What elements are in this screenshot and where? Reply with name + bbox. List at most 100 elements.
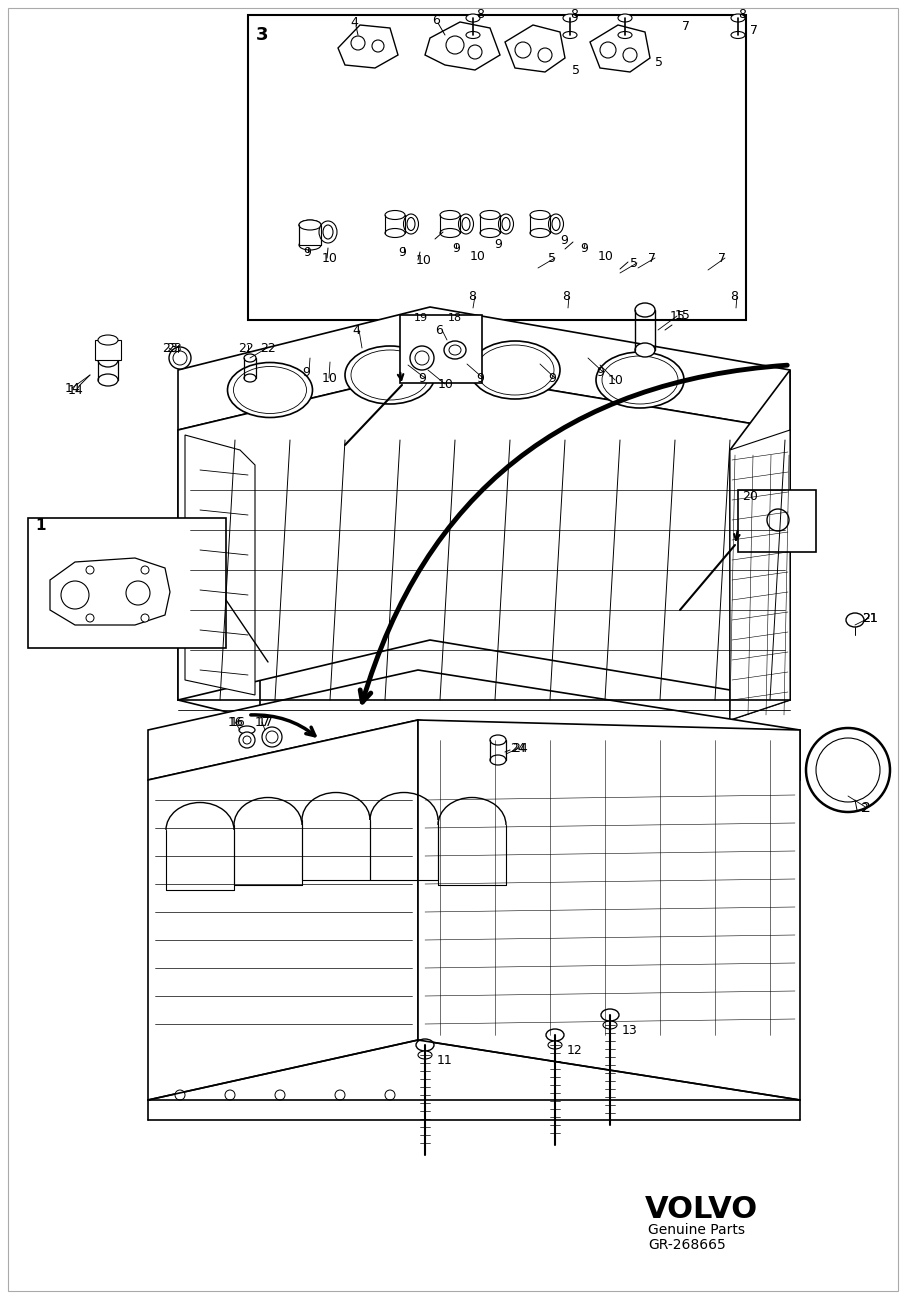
Ellipse shape (470, 342, 560, 399)
Text: 18: 18 (448, 313, 462, 323)
Ellipse shape (319, 221, 337, 243)
Text: 8: 8 (562, 290, 570, 303)
Circle shape (816, 738, 880, 801)
Circle shape (243, 737, 251, 744)
Text: 23: 23 (162, 342, 178, 355)
Polygon shape (148, 670, 800, 779)
Ellipse shape (466, 31, 480, 39)
Text: 6: 6 (432, 13, 440, 26)
Text: 12: 12 (567, 1043, 583, 1056)
Text: 22: 22 (260, 342, 275, 355)
Ellipse shape (99, 349, 117, 360)
Text: 5: 5 (655, 56, 663, 69)
Circle shape (225, 1090, 235, 1100)
Ellipse shape (563, 14, 577, 22)
Ellipse shape (466, 14, 480, 22)
Text: 9: 9 (302, 365, 310, 378)
Ellipse shape (239, 726, 255, 734)
Circle shape (169, 347, 191, 369)
FancyArrowPatch shape (361, 365, 787, 703)
Text: 9: 9 (398, 246, 406, 259)
Text: 9: 9 (418, 372, 426, 385)
Ellipse shape (444, 342, 466, 359)
Ellipse shape (351, 349, 429, 400)
Ellipse shape (98, 353, 118, 368)
Ellipse shape (596, 352, 684, 408)
Circle shape (86, 566, 94, 574)
Text: 8: 8 (730, 290, 738, 303)
Polygon shape (50, 559, 170, 625)
Ellipse shape (449, 346, 461, 355)
Ellipse shape (244, 374, 256, 382)
Bar (248, 16, 746, 320)
Polygon shape (338, 25, 398, 68)
Text: 9: 9 (494, 238, 502, 251)
Polygon shape (590, 25, 650, 71)
Text: 10: 10 (608, 374, 624, 387)
Text: 8: 8 (738, 8, 746, 21)
Circle shape (141, 614, 149, 622)
Circle shape (385, 1090, 395, 1100)
Text: 10: 10 (598, 249, 614, 262)
Ellipse shape (440, 229, 460, 238)
Text: 20: 20 (742, 490, 758, 503)
Ellipse shape (490, 755, 506, 765)
Circle shape (468, 45, 482, 58)
Text: GR-268665: GR-268665 (648, 1238, 726, 1252)
Ellipse shape (323, 225, 333, 239)
Ellipse shape (552, 217, 560, 230)
Circle shape (351, 36, 365, 49)
Ellipse shape (345, 346, 435, 404)
Circle shape (415, 351, 429, 365)
Ellipse shape (618, 14, 632, 22)
Bar (299, 225, 321, 246)
Circle shape (600, 42, 616, 58)
Text: 10: 10 (438, 378, 454, 391)
Text: 9: 9 (452, 242, 460, 255)
Ellipse shape (731, 14, 745, 22)
Polygon shape (148, 720, 418, 1100)
Text: 9: 9 (548, 372, 556, 385)
Polygon shape (418, 720, 800, 1100)
Circle shape (239, 733, 255, 748)
Ellipse shape (767, 509, 789, 531)
Circle shape (623, 48, 637, 62)
Ellipse shape (416, 1039, 434, 1051)
Text: 8: 8 (476, 8, 484, 21)
Bar (28, 518, 226, 648)
Circle shape (446, 36, 464, 55)
Text: 7: 7 (750, 23, 758, 36)
Text: 9: 9 (580, 242, 588, 255)
Ellipse shape (603, 1021, 617, 1029)
Circle shape (275, 1090, 285, 1100)
Ellipse shape (490, 735, 506, 746)
Text: 5: 5 (630, 256, 638, 269)
Ellipse shape (602, 356, 678, 404)
Ellipse shape (480, 229, 500, 238)
Text: 8: 8 (570, 8, 578, 21)
Text: 9: 9 (560, 234, 568, 247)
Text: 1: 1 (35, 517, 45, 533)
Text: 16: 16 (230, 716, 246, 729)
Text: 9: 9 (596, 365, 604, 378)
Text: 13: 13 (622, 1024, 638, 1037)
Ellipse shape (480, 210, 500, 220)
Circle shape (410, 346, 434, 370)
Text: 5: 5 (548, 252, 556, 265)
Ellipse shape (98, 335, 118, 346)
Ellipse shape (601, 1009, 619, 1021)
Polygon shape (730, 430, 790, 720)
Text: 9: 9 (303, 246, 311, 259)
Text: 19: 19 (414, 313, 429, 323)
Polygon shape (425, 22, 500, 70)
Ellipse shape (299, 220, 321, 230)
Text: VOLVO: VOLVO (645, 1195, 758, 1225)
Ellipse shape (618, 31, 632, 39)
Polygon shape (178, 430, 260, 720)
Ellipse shape (846, 613, 864, 627)
Ellipse shape (546, 1029, 564, 1040)
Bar (400, 314, 482, 383)
Ellipse shape (530, 210, 550, 220)
Polygon shape (178, 307, 790, 430)
Circle shape (262, 727, 282, 747)
